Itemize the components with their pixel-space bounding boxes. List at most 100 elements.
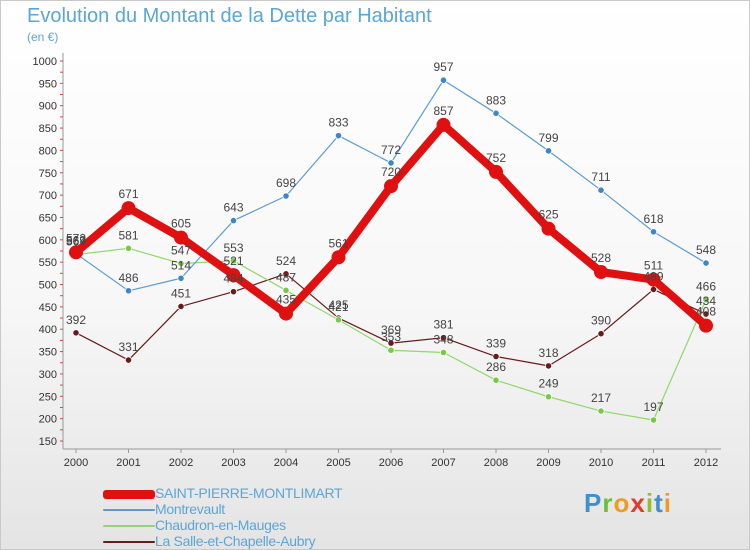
data-point-montrevault [177, 274, 185, 282]
data-label-saint-pierre-montlimart: 521 [223, 254, 243, 268]
data-point-chaudron-en-mauges [492, 376, 500, 384]
data-label-montrevault: 799 [538, 131, 558, 145]
data-point-chaudron-en-mauges [649, 416, 658, 424]
data-point-la-salle-et-chapelle-aubry [544, 362, 553, 370]
data-label-saint-pierre-montlimart: 605 [171, 217, 191, 231]
data-point-la-salle-et-chapelle-aubry [702, 310, 710, 318]
data-label-la-salle-et-chapelle-aubry: 331 [118, 340, 138, 354]
x-tick-label: 2003 [221, 457, 245, 469]
y-tick-label: 150 [39, 436, 57, 448]
data-label-montrevault: 833 [328, 116, 348, 130]
legend-swatch [103, 509, 155, 511]
data-label-montrevault: 486 [118, 271, 138, 285]
data-point-la-salle-et-chapelle-aubry [124, 356, 133, 364]
data-point-saint-pierre-montlimart [69, 245, 83, 260]
data-label-la-salle-et-chapelle-aubry: 339 [486, 337, 506, 351]
data-label-la-salle-et-chapelle-aubry: 489 [643, 269, 663, 283]
y-tick-label: 1000 [33, 56, 57, 68]
y-tick-label: 850 [39, 123, 57, 135]
data-label-saint-pierre-montlimart: 408 [696, 305, 716, 319]
x-tick-label: 2012 [694, 457, 718, 469]
data-label-chaudron-en-mauges: 286 [486, 360, 506, 374]
data-point-la-salle-et-chapelle-aubry [229, 288, 238, 296]
x-tick-label: 2004 [274, 457, 298, 469]
data-label-montrevault: 772 [381, 143, 401, 157]
data-label-la-salle-et-chapelle-aubry: 318 [538, 346, 558, 360]
data-label-montrevault: 957 [433, 60, 453, 74]
x-tick-label: 2008 [484, 457, 508, 469]
data-point-saint-pierre-montlimart [594, 265, 608, 280]
data-label-saint-pierre-montlimart: 752 [486, 151, 506, 165]
data-point-la-salle-et-chapelle-aubry [177, 302, 185, 311]
data-point-la-salle-et-chapelle-aubry [649, 285, 658, 294]
x-tick-label: 2007 [431, 457, 455, 469]
data-label-saint-pierre-montlimart: 671 [118, 187, 138, 201]
data-point-saint-pierre-montlimart [699, 318, 713, 333]
data-point-montrevault [282, 192, 290, 200]
data-point-saint-pierre-montlimart [279, 306, 293, 321]
data-point-saint-pierre-montlimart [541, 221, 556, 236]
data-point-chaudron-en-mauges [597, 407, 605, 415]
y-tick-label: 350 [39, 347, 57, 359]
data-label-chaudron-en-mauges: 567 [66, 235, 86, 249]
data-label-saint-pierre-montlimart: 435 [276, 293, 296, 307]
y-tick-label: 300 [39, 369, 57, 381]
data-point-saint-pierre-montlimart [436, 117, 451, 132]
data-label-montrevault: 698 [276, 176, 296, 190]
data-label-chaudron-en-mauges: 249 [538, 377, 558, 391]
x-tick-label: 2011 [642, 457, 666, 469]
y-tick-label: 450 [39, 302, 57, 314]
y-tick-label: 750 [39, 168, 57, 180]
y-tick-label: 800 [39, 145, 57, 157]
x-tick-label: 2001 [116, 457, 140, 469]
data-point-saint-pierre-montlimart [646, 272, 661, 287]
data-point-la-salle-et-chapelle-aubry [439, 334, 448, 342]
data-point-saint-pierre-montlimart [489, 164, 503, 179]
data-point-montrevault [229, 217, 238, 225]
data-point-saint-pierre-montlimart [226, 268, 241, 283]
data-point-la-salle-et-chapelle-aubry [492, 352, 500, 361]
data-label-la-salle-et-chapelle-aubry: 434 [696, 294, 716, 308]
data-label-chaudron-en-mauges: 487 [276, 270, 296, 284]
data-point-chaudron-en-mauges [702, 296, 710, 304]
data-point-chaudron-en-mauges [387, 346, 395, 354]
data-point-montrevault [649, 228, 658, 236]
data-label-la-salle-et-chapelle-aubry: 451 [171, 286, 191, 300]
chart-subtitle: (en €) [27, 30, 59, 44]
y-tick-label: 600 [39, 235, 57, 247]
data-point-chaudron-en-mauges [439, 348, 448, 357]
y-tick-label: 550 [39, 257, 57, 269]
data-label-chaudron-en-mauges: 466 [696, 280, 716, 294]
y-tick-label: 950 [39, 78, 57, 90]
data-point-la-salle-et-chapelle-aubry [597, 330, 605, 338]
data-point-chaudron-en-mauges [124, 244, 133, 252]
data-label-chaudron-en-mauges: 553 [223, 241, 243, 255]
legend-label: SAINT-PIERRE-MONTLIMART [155, 485, 343, 501]
x-tick-label: 2006 [379, 457, 403, 469]
data-label-montrevault: 514 [171, 258, 191, 272]
data-point-montrevault [439, 76, 448, 84]
data-point-saint-pierre-montlimart [121, 201, 136, 216]
data-point-chaudron-en-mauges [282, 286, 290, 294]
data-label-la-salle-et-chapelle-aubry: 425 [328, 298, 348, 312]
data-label-saint-pierre-montlimart: 511 [644, 259, 663, 273]
data-point-la-salle-et-chapelle-aubry [282, 270, 290, 278]
y-tick-label: 400 [39, 324, 57, 336]
legend-swatch [103, 541, 155, 543]
legend-swatch [103, 490, 155, 499]
data-label-montrevault: 569 [66, 234, 86, 248]
data-label-la-salle-et-chapelle-aubry: 524 [276, 254, 296, 268]
x-tick-label: 2010 [589, 457, 613, 469]
data-label-montrevault: 618 [643, 212, 663, 226]
data-label-saint-pierre-montlimart: 561 [328, 236, 348, 250]
data-label-saint-pierre-montlimart: 572 [66, 231, 86, 245]
data-label-montrevault: 643 [223, 201, 243, 215]
data-point-chaudron-en-mauges [229, 257, 238, 265]
data-point-montrevault [702, 259, 710, 267]
data-label-chaudron-en-mauges: 581 [118, 228, 138, 242]
data-label-la-salle-et-chapelle-aubry: 392 [66, 313, 86, 327]
data-point-montrevault [387, 159, 395, 167]
data-label-saint-pierre-montlimart: 720 [381, 165, 401, 179]
